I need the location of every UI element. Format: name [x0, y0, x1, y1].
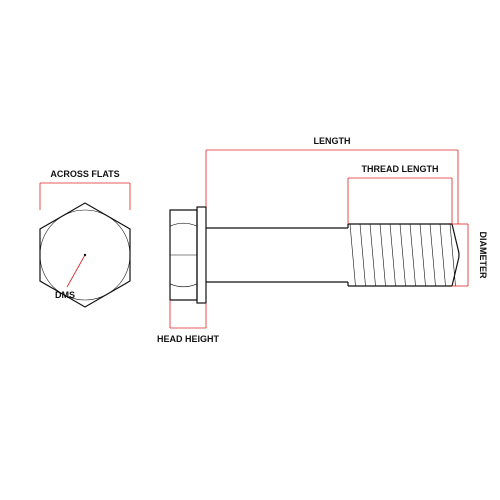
head-height-label: HEAD HEIGHT [157, 334, 220, 344]
thread-line [400, 224, 406, 286]
thread-line [370, 224, 376, 286]
thread-lines [350, 224, 456, 286]
thread-line [390, 224, 396, 286]
thread-line [410, 224, 416, 286]
hex-center-point [84, 254, 86, 256]
dms-label: DMS [55, 290, 75, 300]
head-chamfer-2 [170, 284, 197, 287]
thread-line [440, 224, 446, 286]
thread-line [360, 224, 366, 286]
diameter-label: DIAMETER [478, 232, 488, 280]
thread-line [420, 224, 426, 286]
thread-line [350, 224, 356, 286]
thread-length-label: THREAD LENGTH [362, 164, 439, 174]
head-chamfer-1 [170, 223, 197, 226]
thread-line [430, 224, 436, 286]
length-label: LENGTH [314, 136, 351, 146]
thread-line [380, 224, 386, 286]
across-flats-label: ACROSS FLATS [50, 169, 119, 179]
dms-leader [67, 255, 85, 287]
bolt-flange [197, 207, 206, 303]
